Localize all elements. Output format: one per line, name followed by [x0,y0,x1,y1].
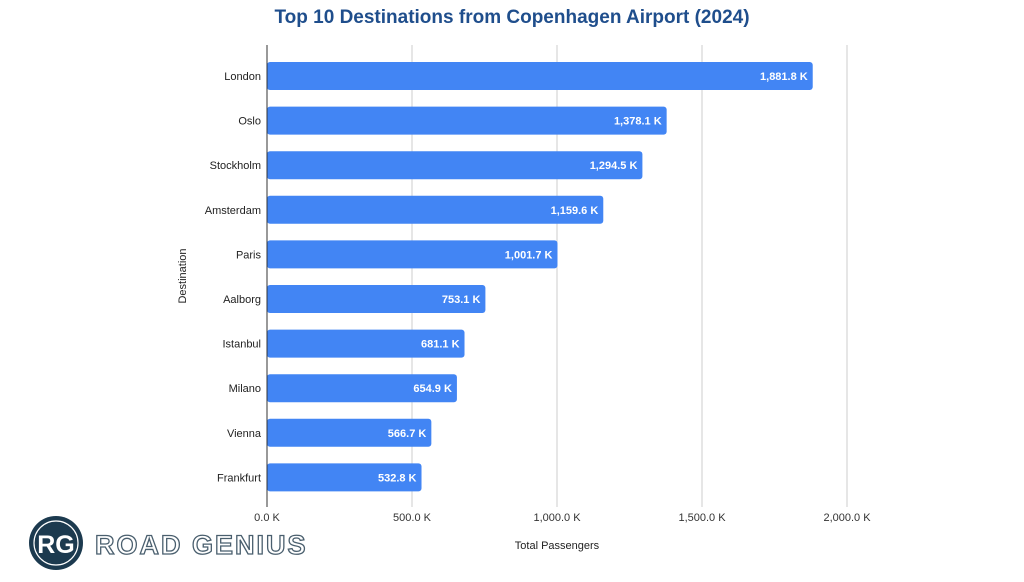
logo-text: ROAD GENIUS [95,530,308,560]
x-axis-ticks: 0.0 K 500.0 K 1,000.0 K 1,500.0 K 2,000.0 K [254,512,871,524]
y-axis-label: Destination [177,248,189,303]
x-tick-label: 1,500.0 K [678,512,726,524]
bar-stockholm [267,151,643,180]
data-label: 1,378.1 K [614,116,662,128]
y-tick-label: Paris [236,249,262,261]
data-label: 1,294.5 K [590,160,638,172]
y-tick-label: Istanbul [222,339,261,351]
bar-paris [267,240,558,269]
data-label: 681.1 K [421,339,460,351]
x-axis-label: Total Passengers [515,540,600,552]
y-tick-label: Amsterdam [205,205,261,217]
bar-frankfurt [267,463,422,492]
y-tick-label: London [224,71,261,83]
chart-title: Top 10 Destinations from Copenhagen Airp… [274,7,749,28]
road-genius-logo: RG ROAD GENIUS [29,516,308,570]
x-tick-label: 0.0 K [254,512,280,524]
bar-aalborg [267,285,486,313]
bar-milano [267,374,457,403]
bar-vienna [267,418,432,447]
logo-ring [33,520,79,566]
bar-amsterdam [267,195,604,224]
y-tick-label: Milano [229,383,261,395]
data-label: 753.1 K [442,294,481,306]
logo-initials: RG [37,531,75,559]
data-label: 1,881.8 K [760,71,808,83]
x-tick-label: 500.0 K [393,512,432,524]
x-tick-label: 2,000.0 K [823,512,871,524]
bar-london [267,62,813,90]
y-tick-label: Oslo [238,116,261,128]
data-label: 1,001.7 K [505,249,553,261]
y-tick-label: Vienna [227,428,262,440]
bar-istanbul [267,329,465,358]
data-label: 532.8 K [378,472,417,484]
data-label: 1,159.6 K [551,205,599,217]
y-tick-label: Aalborg [223,294,261,306]
bar-oslo [267,106,667,135]
x-tick-label: 1,000.0 K [533,512,581,524]
logo-circle [29,516,83,570]
data-label: 654.9 K [413,383,452,395]
data-label: 566.7 K [388,428,427,440]
y-tick-label: Stockholm [210,160,261,172]
y-tick-label: Frankfurt [217,472,261,484]
bars: 1,881.8 K London 1,378.1 K Oslo 1,294.5 K Sto… [205,62,813,492]
